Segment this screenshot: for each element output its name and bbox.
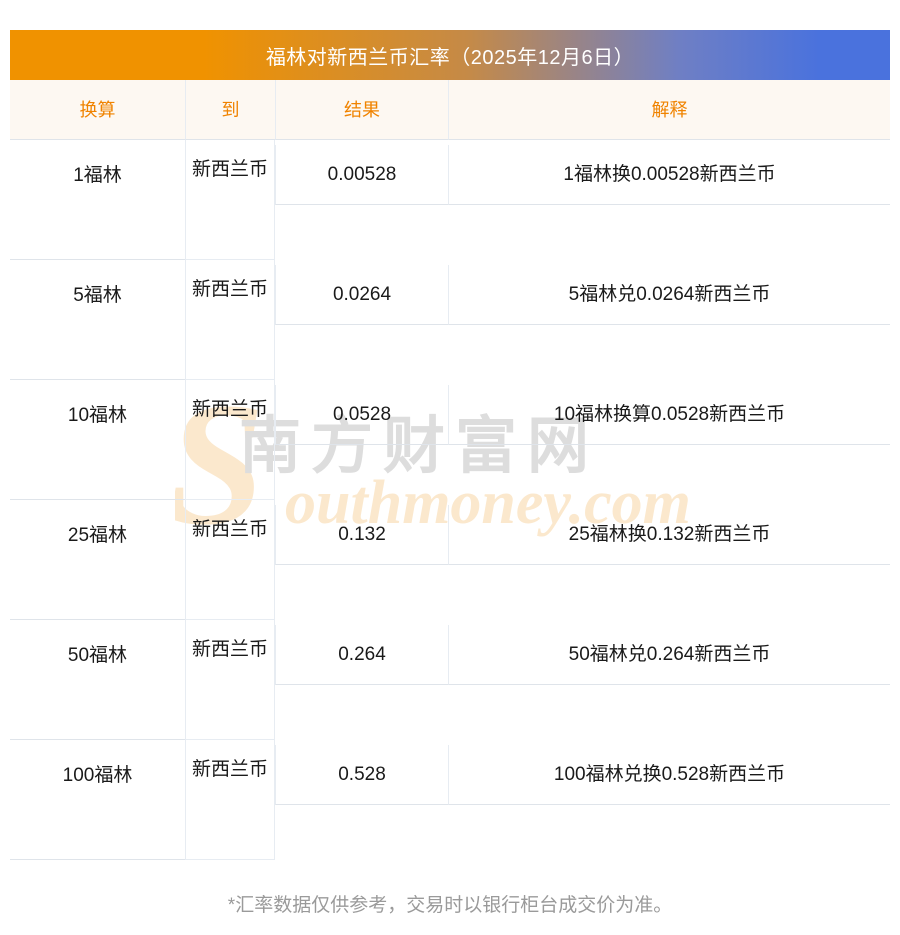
cell-from-6: 100福林	[10, 740, 185, 860]
cell-result-1: 0.00528	[275, 145, 448, 205]
cell-to-4: 新西兰币	[185, 500, 275, 620]
cell-from-3: 10福林	[10, 380, 185, 500]
cell-result-3: 0.0528	[275, 385, 448, 445]
cell-explanation-5: 50福林兑0.264新西兰币	[448, 625, 890, 685]
column-header-explanation: 解释	[448, 80, 890, 140]
cell-from-1: 1福林	[10, 140, 185, 260]
cell-result-4: 0.132	[275, 505, 448, 565]
column-header-from: 换算	[10, 80, 185, 140]
cell-to-6: 新西兰币	[185, 740, 275, 860]
cell-explanation-4: 25福林换0.132新西兰币	[448, 505, 890, 565]
title-bar: 福林对新西兰币汇率（2025年12月6日）	[10, 30, 890, 80]
disclaimer-note: *汇率数据仅供参考，交易时以银行柜台成交价为准。	[227, 895, 673, 916]
cell-result-2: 0.0264	[275, 265, 448, 325]
cell-result-6: 0.528	[275, 745, 448, 805]
cell-to-5: 新西兰币	[185, 620, 275, 740]
cell-from-5: 50福林	[10, 620, 185, 740]
cell-from-2: 5福林	[10, 260, 185, 380]
column-header-to: 到	[185, 80, 275, 140]
page-title: 福林对新西兰币汇率（2025年12月6日）	[265, 46, 635, 69]
cell-explanation-3: 10福林换算0.0528新西兰币	[448, 385, 890, 445]
cell-result-5: 0.264	[275, 625, 448, 685]
cell-explanation-2: 5福林兑0.0264新西兰币	[448, 265, 890, 325]
cell-to-3: 新西兰币	[185, 380, 275, 500]
cell-explanation-1: 1福林换0.00528新西兰币	[448, 145, 890, 205]
cell-to-1: 新西兰币	[185, 140, 275, 260]
cell-to-2: 新西兰币	[185, 260, 275, 380]
column-header-result: 结果	[275, 80, 448, 140]
cell-explanation-6: 100福林兑换0.528新西兰币	[448, 745, 890, 805]
cell-from-4: 25福林	[10, 500, 185, 620]
table-header-row: 换算 到 结果 解释	[10, 80, 890, 140]
